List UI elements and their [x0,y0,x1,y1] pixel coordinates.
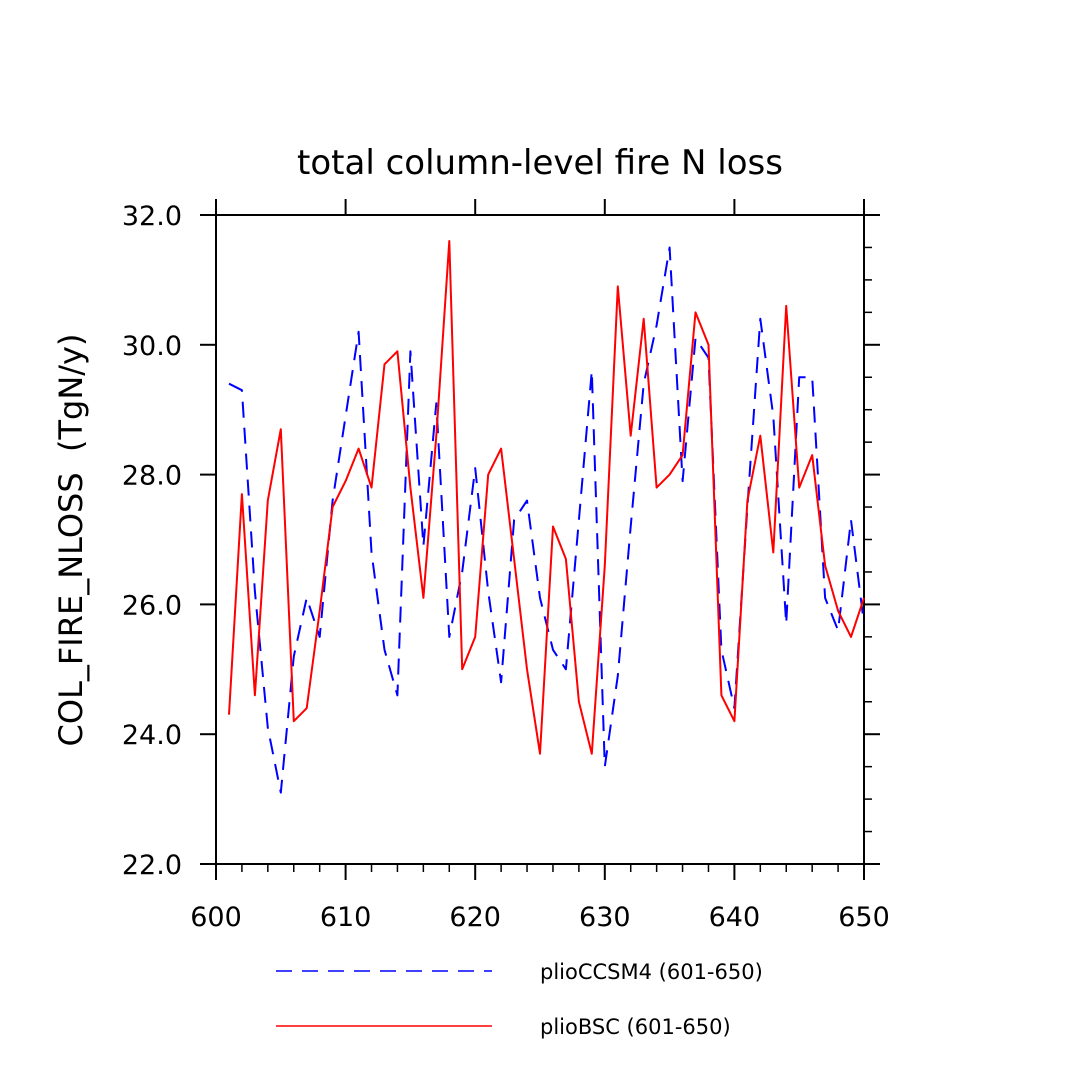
x-tick-label: 650 [838,902,890,933]
chart-title: total column-level fire N loss [297,143,783,183]
legend-label-1: plioCCSM4 (601-650) [540,960,763,984]
y-tick-label: 28.0 [122,461,182,492]
x-tick-label: 600 [190,902,242,933]
y-axis-label: COL_FIRE_NLOSS (TgN/y) [52,334,90,747]
y-tick-label: 32.0 [122,201,182,232]
plot-frame [215,214,865,865]
x-tick-label: 610 [320,902,372,933]
y-tick-label: 26.0 [122,590,182,621]
x-tick-labels: 600 610 620 630 640 650 [190,902,890,933]
series-line-2 [228,240,865,755]
series-layer [228,240,865,794]
axis-ticks [200,199,880,880]
y-tick-label: 30.0 [122,331,182,362]
legend: plioCCSM4 (601-650) plioBSC (601-650) [276,960,763,1039]
y-tick-label: 22.0 [122,850,182,881]
x-tick-label: 640 [709,902,761,933]
y-tick-labels: 22.0 24.0 26.0 28.0 30.0 32.0 [122,201,182,881]
x-tick-label: 620 [449,902,501,933]
y-tick-label: 24.0 [122,720,182,751]
x-tick-label: 630 [579,902,631,933]
legend-label-2: plioBSC (601-650) [540,1015,731,1039]
plot-area [200,199,880,880]
